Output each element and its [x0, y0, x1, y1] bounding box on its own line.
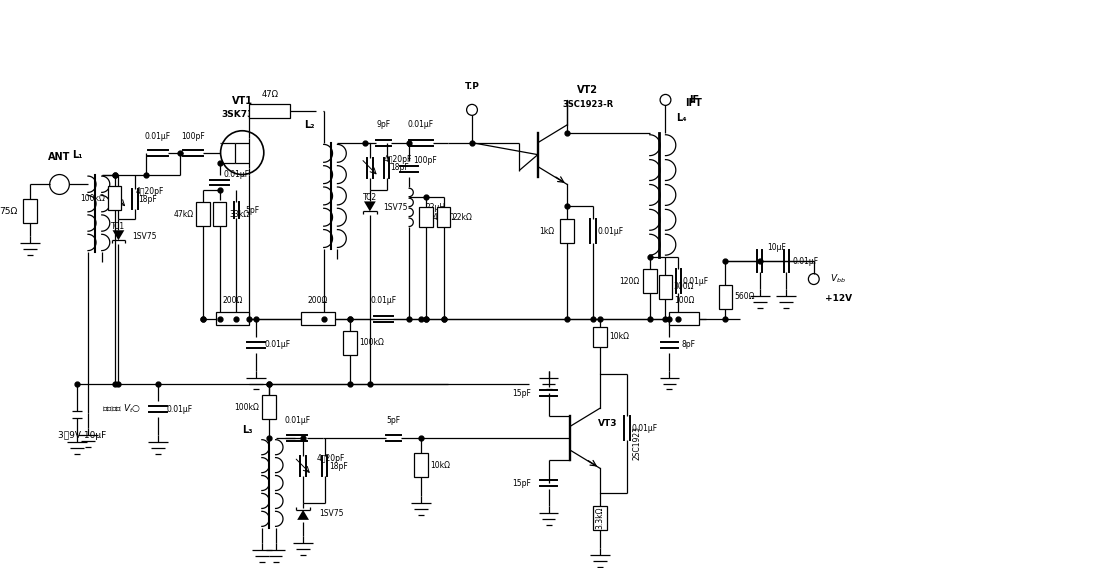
Text: 调谐电压 $V_t$○: 调谐电压 $V_t$○ [101, 402, 141, 415]
Text: ANT: ANT [48, 151, 70, 162]
Text: 18pF: 18pF [139, 195, 157, 204]
Text: TC2: TC2 [363, 193, 377, 202]
Text: +12V: +12V [825, 294, 851, 303]
Text: T.P: T.P [464, 83, 480, 92]
Text: 5pF: 5pF [245, 206, 260, 215]
Text: 4～20pF: 4～20pF [384, 155, 412, 164]
Text: 0.01μF: 0.01μF [166, 405, 192, 414]
Text: L₃: L₃ [242, 425, 252, 435]
Text: 1SV75: 1SV75 [132, 232, 156, 241]
Bar [216, 312, 249, 325]
Text: 0.01μF: 0.01μF [264, 340, 290, 349]
Text: 0.01μF: 0.01μF [793, 257, 820, 266]
Text: L₂: L₂ [304, 120, 315, 130]
Text: 0.01μF: 0.01μF [408, 120, 435, 129]
Text: 0.01μF: 0.01μF [145, 132, 170, 141]
Text: 0.01μF: 0.01μF [631, 424, 658, 433]
Text: 200Ω: 200Ω [308, 296, 328, 306]
Text: 3.3kΩ: 3.3kΩ [595, 506, 604, 529]
Text: IFT: IFT [685, 98, 703, 108]
Text: 200Ω: 200Ω [222, 296, 243, 306]
Bar [437, 207, 450, 227]
Text: 1kΩ: 1kΩ [539, 227, 554, 236]
Text: 2SC1923: 2SC1923 [632, 426, 641, 460]
Text: 3SK73-Y: 3SK73-Y [221, 110, 263, 119]
Bar [642, 269, 657, 293]
Bar [212, 203, 227, 226]
Text: IF: IF [689, 95, 698, 105]
Text: 0.01μF: 0.01μF [683, 277, 710, 286]
Bar [301, 312, 334, 325]
Text: 100kΩ: 100kΩ [234, 403, 260, 412]
Text: 47kΩ: 47kΩ [173, 210, 194, 219]
Bar [718, 285, 733, 309]
Bar [343, 331, 358, 354]
Text: VT3: VT3 [597, 419, 617, 428]
Text: 15pF: 15pF [513, 389, 531, 398]
Text: 1SV75: 1SV75 [384, 203, 408, 212]
Bar [560, 219, 574, 243]
Text: VT1: VT1 [232, 96, 253, 106]
Text: 33kΩ: 33kΩ [229, 210, 250, 219]
Bar [249, 104, 290, 118]
Text: 4～20pF: 4～20pF [135, 187, 164, 196]
Text: 0.01μF: 0.01μF [223, 170, 250, 179]
Text: L₁: L₁ [72, 150, 82, 160]
Text: 100kΩ: 100kΩ [360, 338, 384, 347]
Text: $V_{bb}$: $V_{bb}$ [830, 273, 846, 285]
Text: 8pF: 8pF [681, 340, 695, 349]
Text: 0.01μF: 0.01μF [597, 227, 624, 236]
Bar [108, 187, 121, 211]
Text: 5pF: 5pF [386, 416, 400, 425]
Text: 3SC1923-R: 3SC1923-R [562, 100, 614, 109]
Text: 47Ω: 47Ω [261, 90, 278, 100]
Bar [670, 312, 698, 325]
Bar [414, 453, 428, 477]
Polygon shape [297, 510, 309, 520]
Text: 22μH: 22μH [426, 203, 446, 212]
Bar [593, 327, 606, 347]
Text: 100pF: 100pF [182, 132, 205, 141]
Text: 1SV75: 1SV75 [319, 509, 343, 518]
Text: 10μF: 10μF [767, 243, 785, 251]
Text: 10kΩ: 10kΩ [609, 332, 629, 341]
Text: 0.01μF: 0.01μF [371, 296, 397, 306]
Polygon shape [112, 230, 124, 240]
Text: 120Ω: 120Ω [619, 277, 639, 286]
Text: 100kΩ: 100kΩ [80, 194, 106, 203]
Text: 560Ω: 560Ω [735, 292, 756, 302]
Text: L₄: L₄ [676, 113, 686, 123]
Text: 75Ω: 75Ω [0, 207, 18, 216]
Bar [659, 275, 672, 299]
Text: 4.7kΩ: 4.7kΩ [432, 213, 454, 222]
Text: TC1: TC1 [111, 222, 125, 231]
Text: 15pF: 15pF [513, 479, 531, 488]
Polygon shape [364, 201, 376, 211]
Bar [262, 395, 276, 419]
Bar [23, 199, 37, 223]
Text: 100Ω: 100Ω [674, 296, 694, 306]
Text: VT2: VT2 [578, 85, 598, 95]
Text: 100pF: 100pF [412, 156, 437, 165]
Text: 18pF: 18pF [329, 461, 348, 471]
Bar [196, 203, 210, 226]
Bar [419, 207, 432, 227]
Bar [593, 506, 606, 530]
Text: 4～20pF: 4～20pF [317, 453, 345, 463]
Text: 0.01μF: 0.01μF [284, 416, 310, 425]
Text: 18pF: 18pF [390, 163, 409, 172]
Text: 300Ω: 300Ω [674, 282, 694, 291]
Text: 10kΩ: 10kΩ [430, 461, 451, 469]
Text: 3～9V 10μF: 3～9V 10μF [58, 431, 107, 440]
Text: 9pF: 9pF [376, 120, 390, 129]
Text: 22kΩ: 22kΩ [452, 213, 472, 222]
